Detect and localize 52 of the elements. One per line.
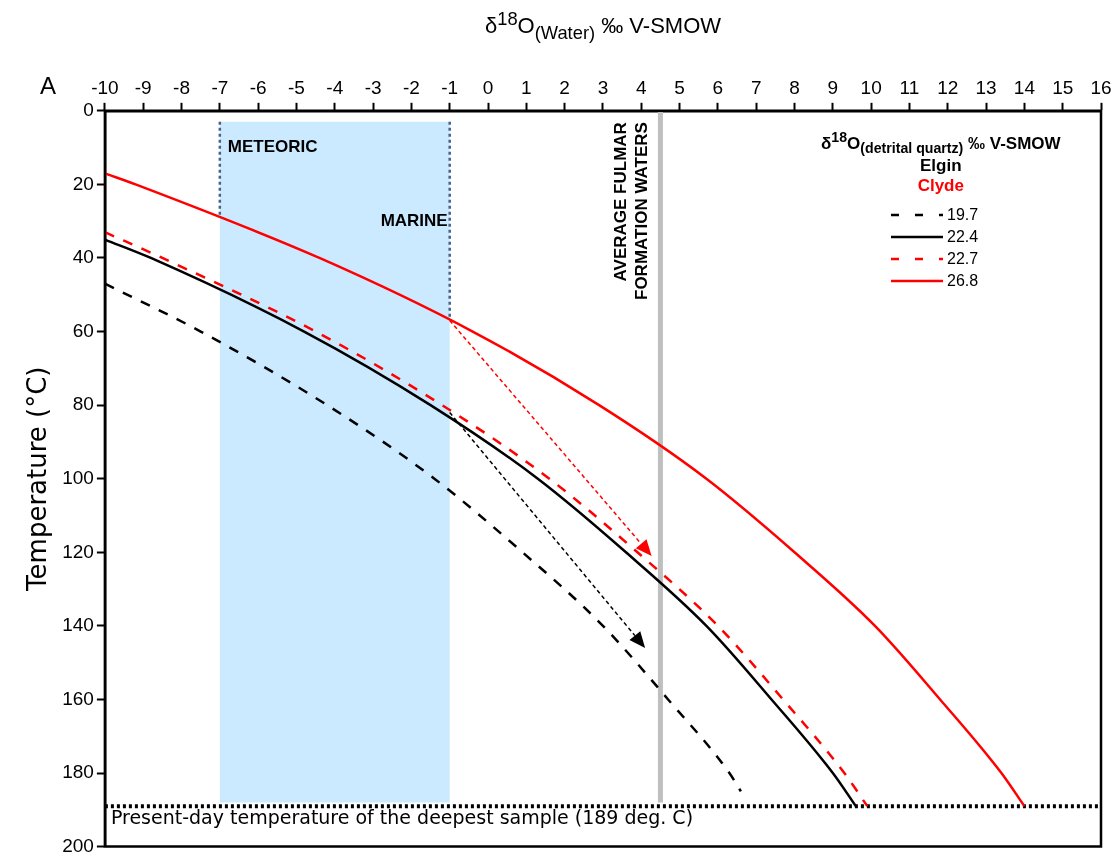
x-tick-label: -2 <box>402 76 420 98</box>
y-tick-label: 40 <box>72 246 94 268</box>
ref-line-label: AVERAGE FULMAR FORMATION WATERS <box>610 121 653 300</box>
ref-line-label: MARINE <box>380 210 448 230</box>
y-tick-label: 60 <box>72 319 94 341</box>
x-tick-label: -3 <box>364 76 382 98</box>
y-tick-label: 200 <box>62 834 94 856</box>
x-tick-label: -7 <box>211 76 229 98</box>
y-axis-title: Temperature (°C) <box>22 366 53 592</box>
legend-label: 19.7 <box>947 205 979 224</box>
y-tick-label: 140 <box>62 614 94 636</box>
x-tick-label: -5 <box>288 76 305 98</box>
x-tick-label: -10 <box>91 76 119 98</box>
y-tick-label: 100 <box>62 466 94 488</box>
y-tick-label: 0 <box>83 99 94 121</box>
x-tick-label: 7 <box>750 76 762 98</box>
x-tick-label: 9 <box>827 76 839 98</box>
y-tick-label: 80 <box>72 393 94 415</box>
x-tick-label: 10 <box>860 76 882 98</box>
x-tick-label: 1 <box>521 76 532 98</box>
x-tick-label: 12 <box>937 76 959 98</box>
x-tick-label: 11 <box>899 76 920 98</box>
x-tick-label: -4 <box>326 76 344 98</box>
x-tick-label: 2 <box>559 76 570 98</box>
x-tick-label: 8 <box>789 76 800 98</box>
x-tick-label: 0 <box>482 76 494 98</box>
x-tick-label: 13 <box>975 76 997 98</box>
annotation: Clyde <box>916 175 965 196</box>
x-tick-label: 16 <box>1090 76 1112 98</box>
x-tick-label: 4 <box>635 76 647 98</box>
x-axis-title: δ$^{18}$O$_{(Water)}$ ‰ V-SMOW <box>484 8 722 44</box>
x-tick-label: -9 <box>134 76 152 98</box>
y-tick-label: 180 <box>62 761 94 783</box>
x-tick-label: -8 <box>173 76 190 98</box>
legend-label: 22.4 <box>947 227 979 246</box>
legend-title: δ$^{18}$O$_{(detrital quartz)}$ ‰ V-SMOW <box>821 128 1061 156</box>
ref-line-label: METEORIC <box>227 137 318 157</box>
text: A <box>40 72 57 100</box>
legend-label: 22.7 <box>947 249 979 268</box>
x-tick-label: 3 <box>597 76 609 98</box>
x-tick-label: 6 <box>712 76 724 98</box>
y-tick-label: 120 <box>62 540 94 562</box>
y-tick-label: 160 <box>62 687 94 709</box>
x-tick-label: 5 <box>674 76 685 98</box>
x-tick-label: -6 <box>249 76 267 98</box>
x-tick-label: -1 <box>441 76 459 98</box>
annotation: Elgin <box>920 155 962 176</box>
x-tick-label: 14 <box>1013 76 1036 98</box>
legend-label: 26.8 <box>947 271 979 290</box>
y-tick-label: 20 <box>72 172 94 194</box>
ref-line-label: Present-day temperature of the deepest sample (189 deg. C) <box>110 805 694 828</box>
x-tick-label: 15 <box>1052 76 1074 98</box>
